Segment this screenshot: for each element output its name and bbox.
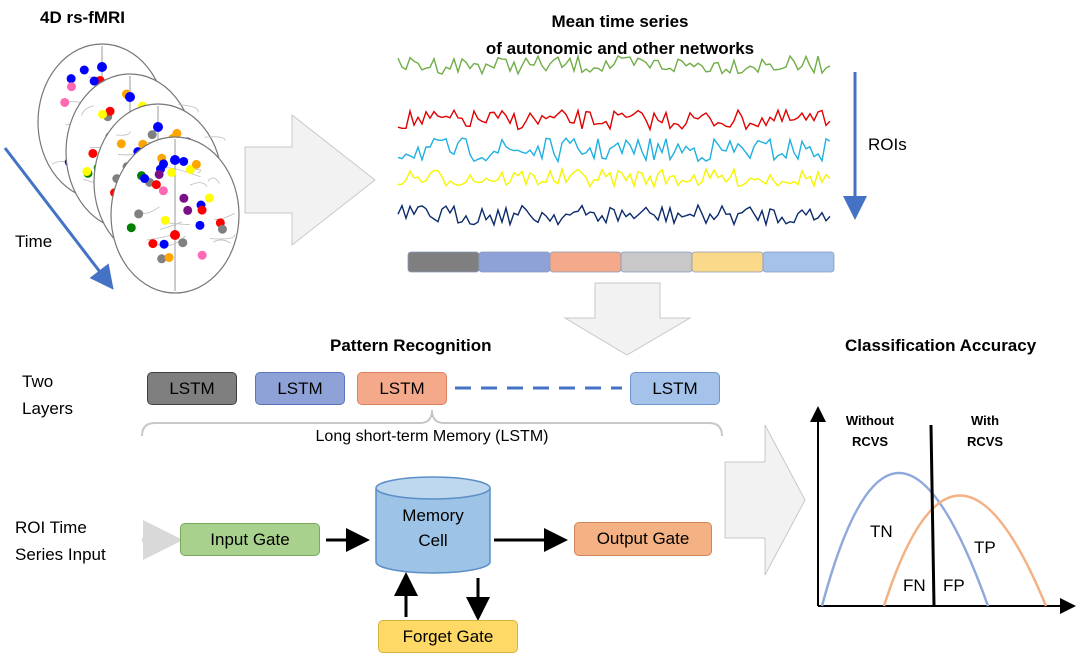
two-layers-line2: Layers — [22, 399, 74, 418]
two-layers-label: Two Layers — [22, 368, 73, 422]
input-gate: Input Gate — [180, 523, 320, 556]
without-rcvs-label: Without RCVS — [830, 410, 910, 452]
segment-bar — [407, 251, 835, 273]
memory-cell-cylinder — [375, 476, 491, 574]
two-layers-line1: Two — [22, 372, 54, 391]
memory-cell-label: Memory Cell — [376, 503, 490, 553]
classification-chart — [810, 406, 1076, 614]
decision-threshold-line — [929, 424, 936, 607]
segment-block — [691, 251, 764, 273]
with-line1: With — [970, 413, 1000, 428]
lstm-box-n: LSTM — [630, 372, 720, 405]
lstm-box-1: LSTM — [147, 372, 237, 405]
lstm-brace — [141, 409, 723, 437]
lstm-box-2: LSTM — [255, 372, 345, 405]
rois-label: ROIs — [868, 135, 907, 154]
memory-cell-line1: Memory — [402, 506, 464, 525]
roi-input-line2: Series Input — [15, 545, 106, 564]
fp-label: FP — [943, 576, 965, 595]
time-series-line — [397, 136, 831, 164]
lstm-box-3: LSTM — [357, 372, 447, 405]
forget-gate: Forget Gate — [378, 620, 518, 653]
roi-input-line1: ROI Time — [15, 518, 87, 537]
timeseries-title: Mean time series of autonomic and other … — [420, 8, 820, 62]
without-line2: RCVS — [851, 434, 889, 449]
output-gate: Output Gate — [574, 522, 712, 556]
brain-stack-images — [37, 43, 240, 294]
down-arrow — [563, 282, 692, 356]
timeseries-title-line2: of autonomic and other networks — [485, 39, 755, 58]
timeseries-title-line1: Mean time series — [551, 12, 689, 31]
time-series-line — [397, 53, 831, 76]
time-series-line — [397, 203, 831, 228]
without-rcvs-curve — [820, 472, 990, 607]
with-rcvs-label: With RCVS — [950, 410, 1020, 452]
time-series-lines — [397, 53, 831, 228]
brain-panel-title: 4D rs-fMRI — [40, 8, 126, 27]
roi-input-label: ROI Time Series Input — [15, 514, 106, 568]
pattern-recognition-title: Pattern Recognition — [330, 336, 492, 355]
segment-block — [762, 251, 835, 273]
tp-label: TP — [974, 538, 996, 557]
classification-title: Classification Accuracy — [845, 336, 1037, 355]
fn-label: FN — [903, 576, 926, 595]
segment-block — [549, 251, 622, 273]
tn-label: TN — [870, 522, 893, 541]
segment-block — [620, 251, 693, 273]
brain-slice — [110, 136, 240, 294]
time-arrow — [3, 147, 114, 290]
with-line2: RCVS — [966, 434, 1004, 449]
without-line1: Without — [845, 413, 895, 428]
time-series-line — [397, 107, 831, 132]
segment-block — [478, 251, 551, 273]
right-arrow-1 — [244, 113, 376, 247]
time-series-line — [397, 166, 831, 189]
segment-block — [407, 251, 480, 273]
with-rcvs-curve — [882, 494, 1048, 607]
right-arrow-2 — [724, 424, 806, 576]
memory-cell-line2: Cell — [418, 531, 448, 550]
time-label: Time — [15, 232, 53, 251]
lstm-brace-label: Long short-term Memory (LSTM) — [315, 428, 549, 445]
